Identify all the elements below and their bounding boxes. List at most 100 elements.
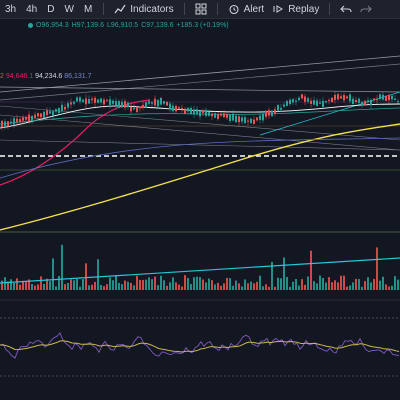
candle — [64, 107, 66, 110]
candle — [49, 111, 51, 114]
candle — [238, 116, 240, 123]
candle — [280, 107, 282, 110]
moving-average-white[interactable] — [0, 103, 400, 129]
trendline-flat[interactable] — [0, 139, 400, 151]
volume-bar — [271, 262, 273, 290]
candle — [265, 110, 267, 117]
indicator-legend: 2 94,648.1 94,234.6 86,131.7 — [0, 73, 92, 80]
candle — [331, 97, 333, 103]
ohlc-open: O96,954.3 — [36, 22, 69, 29]
volume-bar — [307, 276, 309, 290]
toolbar-divider — [216, 3, 218, 15]
volume-bar — [358, 279, 360, 290]
layout-button[interactable] — [191, 3, 211, 15]
volume-bar — [115, 275, 117, 290]
candle — [358, 98, 360, 103]
volume-trendline[interactable] — [0, 257, 400, 284]
volume-bar — [49, 281, 51, 290]
replay-label: Replay — [288, 3, 320, 15]
candle — [382, 94, 384, 100]
trendline-horizontal[interactable] — [0, 86, 400, 93]
trendline-down-2[interactable] — [0, 114, 400, 151]
undo-button[interactable] — [336, 3, 356, 15]
trendline-down[interactable] — [0, 105, 400, 141]
candle — [13, 118, 15, 125]
candle — [46, 110, 48, 116]
candle — [244, 117, 246, 124]
volume-bar — [196, 276, 198, 290]
replay-button[interactable]: Replay — [268, 3, 323, 15]
volume-bar — [82, 279, 84, 290]
trendline-upper-2[interactable] — [0, 63, 400, 101]
volume-bar — [244, 279, 246, 290]
volume-series[interactable] — [1, 244, 399, 290]
volume-bar — [37, 284, 39, 290]
redo-button[interactable] — [356, 3, 376, 15]
volume-bar — [130, 282, 132, 290]
moving-average-pink[interactable] — [0, 99, 151, 186]
candle — [196, 109, 198, 115]
candle — [124, 101, 126, 108]
volume-bar — [388, 286, 390, 290]
volume-bar — [172, 277, 174, 290]
candle — [322, 100, 324, 108]
candle — [355, 100, 357, 102]
candlestick-series[interactable] — [1, 91, 399, 131]
rsi-ma-line[interactable] — [0, 340, 400, 353]
indicators-icon — [114, 3, 126, 15]
volume-bar — [325, 282, 327, 290]
candle — [247, 120, 249, 122]
rsi-line[interactable] — [0, 332, 400, 359]
candle — [115, 101, 117, 106]
candle — [43, 111, 45, 119]
alert-button[interactable]: Alert — [224, 3, 269, 15]
volume-bar — [343, 275, 345, 290]
candle — [172, 105, 174, 112]
volume-bar — [25, 280, 27, 290]
candle — [214, 113, 216, 118]
candle — [91, 98, 93, 101]
volume-bar — [103, 286, 105, 290]
volume-bar — [64, 284, 66, 290]
candle — [346, 96, 348, 99]
trendlines[interactable] — [0, 55, 400, 233]
candle — [28, 114, 30, 122]
candle — [349, 94, 351, 102]
volume-bar — [4, 277, 6, 290]
candle — [208, 111, 210, 116]
volume-bar — [292, 281, 294, 290]
timeframe-d[interactable]: D — [47, 3, 55, 15]
candle — [34, 114, 36, 118]
candle — [289, 99, 291, 105]
moving-average-yellow[interactable] — [0, 123, 400, 231]
candle — [40, 113, 42, 118]
timeframe-w[interactable]: W — [64, 3, 74, 15]
volume-bar — [241, 286, 243, 290]
timeframe-3h[interactable]: 3h — [5, 3, 17, 15]
candle — [352, 98, 354, 105]
volume-bar — [178, 284, 180, 290]
trendline-upper[interactable] — [0, 55, 400, 93]
candle — [157, 99, 159, 107]
candle — [304, 96, 306, 102]
candle — [112, 100, 114, 104]
volume-bar — [223, 283, 225, 290]
replay-icon — [272, 3, 284, 15]
moving-average-purple[interactable] — [0, 137, 400, 179]
timeframe-m[interactable]: M — [83, 3, 93, 15]
indicators-button[interactable]: Indicators — [110, 3, 177, 15]
candle — [307, 98, 309, 102]
volume-bar — [352, 282, 354, 290]
candle — [88, 99, 90, 104]
timeframe-4h[interactable]: 4h — [26, 3, 38, 15]
volume-bar — [328, 277, 330, 290]
volume-bar — [337, 282, 339, 290]
volume-bar — [136, 275, 138, 290]
candle — [301, 94, 303, 99]
volume-bar — [13, 283, 15, 290]
volume-bar — [73, 280, 75, 290]
candle — [100, 98, 102, 103]
candle — [181, 107, 183, 110]
volume-bar — [373, 278, 375, 290]
